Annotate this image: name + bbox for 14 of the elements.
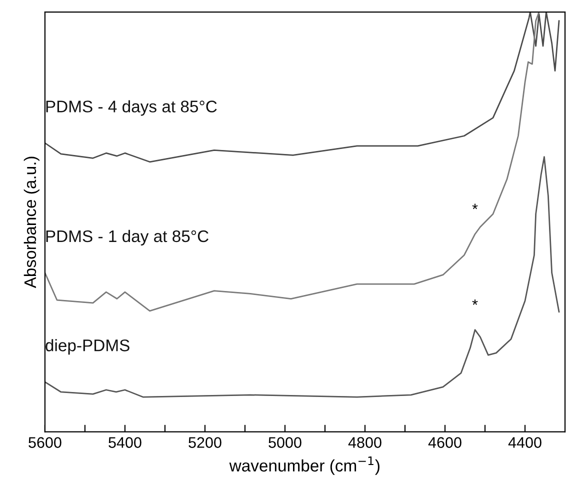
x-tick-label: 5000: [268, 437, 302, 448]
annotation: *: [472, 299, 478, 305]
series-label: PDMS - 1 day at 85°C: [46, 230, 208, 246]
x-tick-label: 4400: [508, 437, 542, 448]
x-tick-label: 5200: [188, 437, 222, 448]
series-label: PDMS - 4 days at 85°C: [46, 100, 217, 116]
x-axis-title: wavenumber (cm$^{−1}$): [229, 456, 380, 475]
y-axis-title: Absorbance (a.u.): [24, 156, 40, 288]
x-tick-label: 4800: [348, 437, 382, 448]
annotation: *: [472, 204, 478, 210]
x-tick-label: 5400: [108, 437, 142, 448]
x-tick-label: 4600: [428, 437, 462, 448]
x-tick-label: 5600: [28, 437, 62, 448]
series-label: diep-PDMS: [46, 339, 130, 355]
